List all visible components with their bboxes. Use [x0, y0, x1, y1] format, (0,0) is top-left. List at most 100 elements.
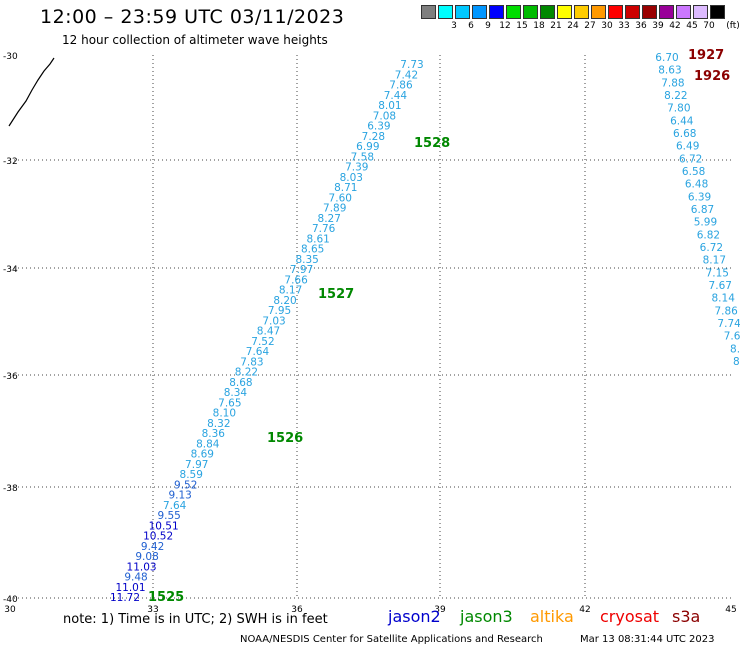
longitude-label: 33 [147, 605, 158, 615]
wave-height-value: 8.17 [703, 255, 726, 267]
wave-height-value: 8.22 [664, 90, 687, 102]
wave-height-value: 10.52 [143, 531, 173, 543]
legend-swatch [489, 5, 504, 19]
wave-height-value: 6.39 [688, 191, 711, 203]
wave-height-value: 7.67 [709, 280, 732, 292]
wave-height-value: 7.15 [706, 267, 729, 279]
latitude-label: -30 [3, 52, 18, 62]
wave-height-value: 8.71 [334, 182, 357, 194]
legend-swatch [540, 5, 555, 19]
wave-height-value: 8.01 [378, 100, 401, 112]
grid-lines [10, 55, 731, 599]
legend-swatch [642, 5, 657, 19]
wave-height-value: 8.36 [202, 428, 226, 440]
page-title: 12:00 – 23:59 UTC 03/11/2023 [40, 6, 345, 28]
wave-height-value: 7.89 [323, 203, 346, 215]
legend-swatch [659, 5, 674, 19]
wave-height-value: 7.74 [717, 318, 740, 330]
legend-label: 24 [567, 21, 579, 31]
wave-height-value: 8.65 [301, 244, 324, 256]
wave-height-value: 9.55 [157, 510, 180, 522]
pass-time-label: 1525 [148, 590, 184, 605]
satellite-name: s3a [672, 607, 701, 626]
wave-height-value: 7.64 [163, 500, 187, 512]
legend-unit: (ft) [726, 21, 740, 31]
wave-height-value: 6.39 [367, 121, 390, 133]
wave-height-value: 8.32 [207, 418, 230, 430]
wave-height-value: 8. [730, 343, 740, 355]
wave-height-value: 6.82 [697, 229, 720, 241]
satellite-name: jason2 [388, 607, 441, 626]
pass-time-label: 1926 [694, 69, 730, 84]
wave-height-value: 7.83 [240, 356, 263, 368]
wave-height-value: 8.03 [340, 172, 363, 184]
legend-swatch [693, 5, 708, 19]
wave-height-value: 8.47 [257, 326, 280, 338]
legend-label: 18 [533, 21, 545, 31]
pass-time-label: 1526 [267, 431, 303, 446]
wave-height-value: 9.48 [124, 572, 147, 584]
wave-height-value: 7.97 [185, 459, 208, 471]
wave-height-value: 7.73 [400, 59, 423, 71]
wave-height-value: 7.03 [262, 315, 285, 327]
wave-height-value: 7.08 [373, 110, 396, 122]
wave-height-value: 7.88 [661, 77, 684, 89]
legend-label: 3 [451, 21, 457, 31]
satellite-name: cryosat [600, 607, 660, 626]
wave-height-value: 8.20 [273, 295, 296, 307]
timestamp: Mar 13 08:31:44 UTC 2023 [580, 634, 715, 645]
legend-swatch [574, 5, 589, 19]
wave-height-value: 7.28 [362, 131, 385, 143]
wave-height-value: 11.03 [127, 561, 157, 573]
wave-height-value: 11.01 [115, 582, 145, 594]
wave-height-value: 7.39 [345, 162, 368, 174]
legend-label: 6 [468, 21, 474, 31]
coastline [8, 57, 55, 127]
wave-height-value: 6.72 [679, 153, 702, 165]
wave-height-value: 6.99 [356, 141, 379, 153]
longitude-label: 45 [725, 605, 736, 615]
wave-height-value: 8.59 [180, 469, 203, 481]
wave-height-value: 7.86 [389, 80, 413, 92]
longitude-label: 42 [579, 605, 590, 615]
wave-height-value: 9.52 [174, 479, 197, 491]
pass-time-labels: 1528 1527 1526 1525 1927 1926 [148, 48, 730, 605]
legend-label: 15 [516, 21, 528, 31]
wave-height-value: 7.42 [395, 69, 418, 81]
legend-label: 12 [499, 21, 511, 31]
latitude-label: -40 [3, 595, 18, 605]
wave-height-value: 6.48 [685, 179, 708, 191]
longitude-label: 39 [434, 605, 446, 615]
legend-label: 27 [584, 21, 596, 31]
latitude-label: -36 [3, 372, 18, 382]
legend-swatch [557, 5, 572, 19]
wave-height-value: 9.08 [135, 551, 158, 563]
latitude-label: -32 [3, 157, 18, 167]
wave-height-value: 8.22 [235, 367, 258, 379]
legend-swatch [421, 5, 436, 19]
wave-height-value: 7.58 [351, 151, 374, 163]
pass-time-label: 1927 [688, 48, 724, 63]
wave-height-value: 6.44 [670, 115, 694, 127]
wave-height-value: 8.84 [196, 438, 220, 450]
wave-height-value: 7.64 [246, 346, 270, 358]
wave-height-value: 7.60 [329, 192, 352, 204]
wave-height-value: 6.72 [700, 242, 723, 254]
legend-swatch [676, 5, 691, 19]
footer-note: note: 1) Time is in UTC; 2) SWH is in fe… [63, 612, 328, 627]
pass-time-label: 1528 [414, 136, 450, 151]
wave-height-value: 8.63 [658, 65, 681, 77]
wave-height-value: 10.51 [149, 520, 179, 532]
legend-label: 30 [601, 21, 613, 31]
wave-height-value: 8.14 [712, 293, 736, 305]
wave-height-value: 6.87 [691, 204, 714, 216]
legend-label: 21 [550, 21, 562, 31]
wave-height-value: 8.69 [191, 449, 214, 461]
legend-label: 70 [703, 21, 715, 31]
pass-time-label: 1527 [318, 287, 354, 302]
satellite-name: altika [530, 607, 574, 626]
latitude-label: -34 [3, 265, 18, 275]
legend-label: 45 [686, 21, 698, 31]
